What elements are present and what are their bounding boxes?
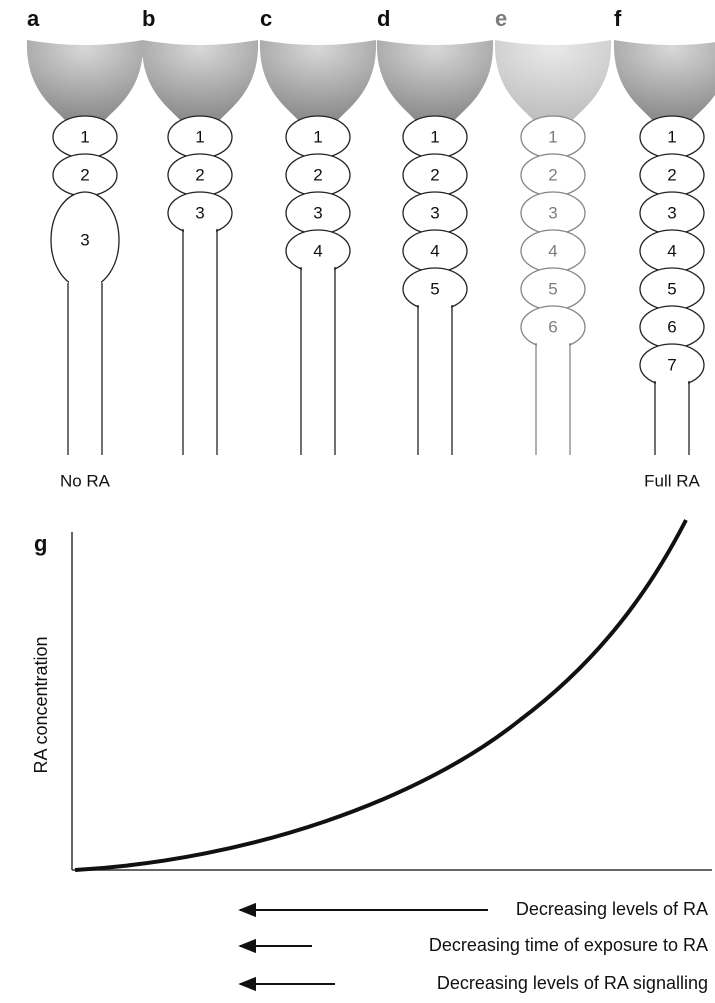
head	[27, 40, 143, 120]
panel-letter: a	[27, 6, 40, 31]
head	[495, 40, 611, 120]
segment-label: 1	[313, 127, 322, 146]
segment-label: 5	[667, 279, 676, 298]
segment-label: 1	[195, 127, 204, 146]
tube-mask	[184, 226, 216, 238]
head	[260, 40, 376, 120]
embryo: d 1 2 3 4 5	[377, 6, 493, 455]
segment-label: 6	[548, 317, 557, 336]
segment-label: 2	[548, 165, 557, 184]
arrow-label: Decreasing time of exposure to RA	[429, 935, 708, 955]
embryo: b 1 2 3	[142, 6, 258, 455]
segment-label: 3	[430, 203, 439, 222]
segment-label: 3	[548, 203, 557, 222]
panel-letter: c	[260, 6, 272, 31]
arrow-label: Decreasing levels of RA signalling	[437, 973, 708, 993]
embryo: e 1 2 3 4 5 6	[495, 6, 611, 455]
panel-letter: g	[34, 531, 47, 556]
panel-letter: d	[377, 6, 390, 31]
segment-label: 5	[430, 279, 439, 298]
panels: a 1 2 3 No RA b 1 2 3 c 1 2 3 4 d 1 2 3 4 5 e 1 2 3 4 5 6 f 1 2 3 4 5 6 7 F…	[27, 6, 715, 491]
embryo: a 1 2 3 No RA	[27, 6, 143, 491]
tube-mask	[302, 264, 334, 276]
segment-label: 7	[667, 355, 676, 374]
graph-panel: g RA concentration Decreasing levels of …	[31, 520, 712, 993]
y-axis-label: RA concentration	[31, 636, 51, 773]
caption: No RA	[60, 471, 111, 490]
segment-label: 3	[80, 230, 89, 249]
head	[142, 40, 258, 120]
tube-mask	[419, 302, 451, 314]
embryo: c 1 2 3 4	[260, 6, 376, 455]
segment-label: 3	[667, 203, 676, 222]
segment-label: 2	[667, 165, 676, 184]
tube-mask	[537, 340, 569, 352]
segment-label: 2	[313, 165, 322, 184]
segment-label: 4	[667, 241, 676, 260]
head	[377, 40, 493, 120]
segment-label: 4	[313, 241, 322, 260]
head	[614, 40, 715, 120]
segment-label: 4	[430, 241, 439, 260]
panel-letter: f	[614, 6, 622, 31]
segment-label: 2	[80, 165, 89, 184]
tube-mask	[656, 378, 688, 390]
tube-mask	[69, 280, 101, 292]
arrow-label: Decreasing levels of RA	[516, 899, 708, 919]
figure: a 1 2 3 No RA b 1 2 3 c 1 2 3 4 d 1 2 3 4 5 e 1 2 3 4 5 6 f 1 2 3 4 5 6 7 F…	[0, 0, 715, 1003]
segment-label: 1	[548, 127, 557, 146]
segment-label: 4	[548, 241, 557, 260]
segment-label: 2	[195, 165, 204, 184]
caption: Full RA	[644, 471, 700, 490]
segment-label: 6	[667, 317, 676, 336]
curve	[75, 520, 686, 870]
segment-label: 2	[430, 165, 439, 184]
segment-label: 1	[80, 127, 89, 146]
panel-letter: b	[142, 6, 155, 31]
segment-label: 3	[313, 203, 322, 222]
segment-label: 5	[548, 279, 557, 298]
segment-label: 3	[195, 203, 204, 222]
embryo: f 1 2 3 4 5 6 7 Full RA	[614, 6, 715, 491]
segment-label: 1	[667, 127, 676, 146]
segment-label: 1	[430, 127, 439, 146]
panel-letter: e	[495, 6, 507, 31]
